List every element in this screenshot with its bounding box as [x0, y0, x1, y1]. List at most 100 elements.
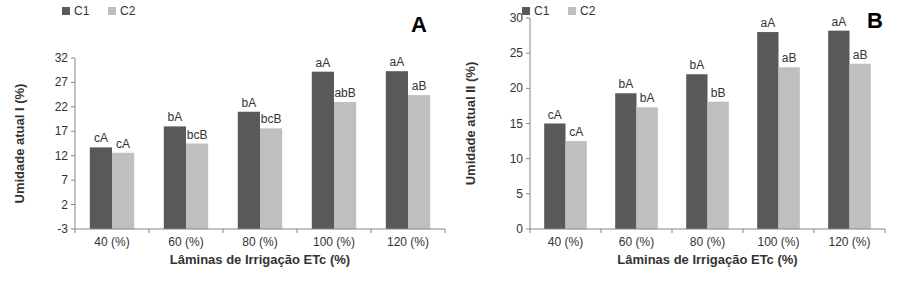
category-label: 60 (%)	[619, 235, 654, 249]
category-label: 100 (%)	[313, 235, 355, 249]
bar	[779, 67, 800, 229]
legend: C1C2	[522, 4, 596, 18]
bars	[544, 31, 871, 229]
tick	[71, 106, 75, 107]
tick	[743, 229, 744, 233]
bar	[708, 102, 729, 229]
figure: cAbAbAaAaAcAbcBbcBabBaB-327121722273240 …	[0, 0, 897, 307]
category-label: 120 (%)	[387, 235, 429, 249]
tick-label: 5	[516, 187, 523, 201]
annotation: abB	[334, 86, 355, 100]
tick	[526, 158, 530, 159]
annotation: aA	[390, 55, 405, 69]
tick	[526, 53, 530, 54]
legend-label: C1	[74, 4, 90, 18]
bar	[566, 141, 587, 229]
annotation: cA	[569, 125, 583, 139]
category-label: 80 (%)	[242, 235, 277, 249]
bar	[164, 126, 186, 229]
annotation: cA	[116, 137, 130, 151]
tick-label: 10	[510, 152, 524, 166]
annotation: aA	[761, 16, 776, 30]
tick	[71, 155, 75, 156]
bar	[386, 71, 408, 229]
tick-label: 32	[55, 51, 69, 65]
title: A	[411, 12, 427, 37]
bar	[757, 32, 778, 229]
tick-label: 7	[61, 173, 68, 187]
tick	[672, 229, 673, 233]
legend-swatch	[62, 7, 70, 15]
tick-label: 2	[61, 198, 68, 212]
tick	[526, 229, 530, 230]
y-axis	[75, 58, 76, 229]
tick	[71, 180, 75, 181]
legend-swatch	[522, 7, 530, 15]
bar	[408, 95, 430, 229]
annotation: cA	[548, 108, 562, 122]
annotation: aB	[853, 48, 868, 62]
bar	[260, 128, 282, 229]
bar	[544, 124, 565, 230]
tick-label: 17	[55, 124, 69, 138]
annotation: aA	[316, 56, 331, 70]
x-axis-label: Lâminas de Irrigação ETc (%)	[617, 252, 797, 267]
annotation: bA	[168, 110, 183, 124]
annotation: aA	[832, 15, 847, 29]
x-axis	[530, 229, 885, 230]
tick	[71, 229, 75, 230]
tick	[526, 193, 530, 194]
tick-label: -3	[57, 222, 68, 236]
annotation: bA	[619, 77, 634, 91]
bar	[850, 64, 871, 229]
category-label: 100 (%)	[757, 235, 799, 249]
tick	[71, 131, 75, 132]
chart: cAbAbAaAaAcAbAbBaBaB05101520253040 (%)60…	[463, 4, 885, 267]
legend-swatch	[108, 7, 116, 15]
tick	[526, 18, 530, 19]
bar	[238, 112, 260, 229]
legend-swatch	[568, 7, 576, 15]
annotation: bB	[711, 86, 726, 100]
bar	[828, 31, 849, 229]
tick-label: 15	[510, 117, 524, 131]
tick-label: 22	[55, 100, 69, 114]
category-label: 60 (%)	[168, 235, 203, 249]
tick	[223, 229, 224, 233]
tick	[445, 229, 446, 233]
legend-label: C1	[534, 4, 550, 18]
category-label: 80 (%)	[690, 235, 725, 249]
tick	[75, 229, 76, 233]
chart: cAbAbAaAaAcAbcBbcBabBaB-327121722273240 …	[12, 4, 445, 267]
tick	[526, 88, 530, 89]
tick	[297, 229, 298, 233]
legend-label: C2	[120, 4, 136, 18]
y-axis-label: Umidade atual II (%)	[463, 62, 478, 186]
tick	[530, 229, 531, 233]
category-label: 40 (%)	[548, 235, 583, 249]
y-axis-label: Umidade atual I (%)	[12, 84, 27, 204]
tick	[601, 229, 602, 233]
tick-label: 20	[510, 81, 524, 95]
tick-label: 0	[516, 222, 523, 236]
bar	[637, 107, 658, 229]
tick-label: 12	[55, 149, 69, 163]
bar	[686, 74, 707, 229]
x-axis	[75, 229, 445, 230]
bar	[186, 144, 208, 230]
tick-label: 30	[510, 11, 524, 25]
bar	[334, 102, 356, 229]
annotation: bA	[640, 91, 655, 105]
legend: C1 C2	[62, 4, 136, 18]
bar	[90, 147, 112, 229]
bar	[312, 72, 334, 229]
annotation: aB	[412, 79, 427, 93]
annotation: bcB	[261, 112, 282, 126]
tick	[71, 58, 75, 59]
tick	[371, 229, 372, 233]
tick	[885, 229, 886, 233]
bar	[615, 93, 636, 229]
bar	[112, 153, 134, 229]
annotation: bA	[690, 58, 705, 72]
tick-label: 25	[510, 46, 524, 60]
